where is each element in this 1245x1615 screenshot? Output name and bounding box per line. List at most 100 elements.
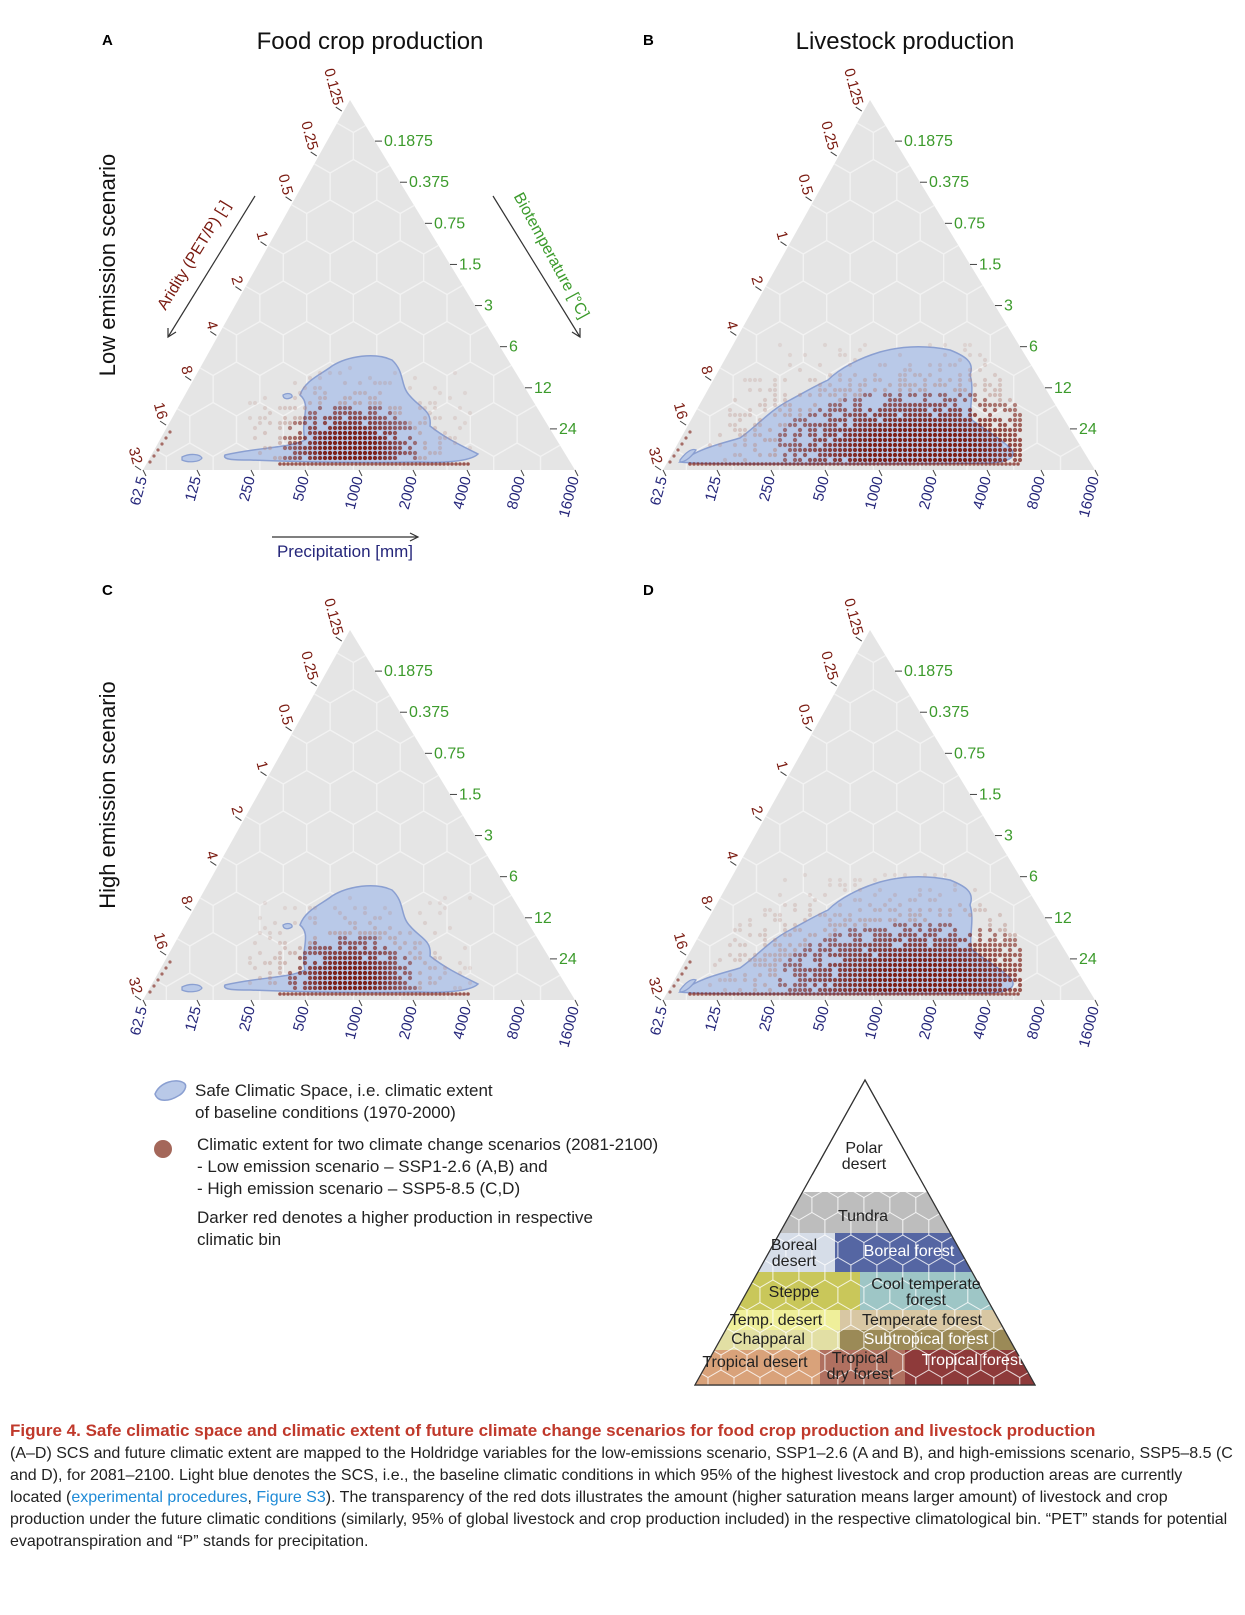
biome-label: Polar	[845, 1140, 883, 1157]
precipitation-ticks: 62.5 125 250 500 1000 2000 4000 8000 16000	[127, 469, 583, 520]
precipitation-tick-label: 1000	[862, 475, 887, 512]
figure-4: A B C D Food crop production Livestock p…	[95, 28, 1103, 1386]
biotemperature-tick-label: 3	[484, 828, 493, 845]
aridity-tick-label: 32	[125, 976, 146, 997]
aridity-tick-label: 1	[772, 759, 791, 771]
biome-label: dry forest	[827, 1366, 894, 1383]
aridity-tick-label: 0.125	[840, 66, 866, 107]
biome-label: Temperate forest	[862, 1312, 983, 1329]
precipitation-tick-label: 500	[290, 475, 313, 504]
aridity-tick-label: 16	[670, 931, 691, 952]
biotemperature-tick-label: 1.5	[979, 256, 1001, 273]
precipitation-tick-label: 62.5	[647, 1005, 671, 1038]
precipitation-tick-label: 500	[290, 1005, 313, 1034]
precipitation-ticks: 62.5 125 250 500 1000 2000 4000 8000 16000	[647, 999, 1103, 1050]
safe-climatic-space	[223, 885, 480, 994]
biotemperature-tick-label: 3	[1004, 828, 1013, 845]
biotemperature-tick-label: 0.75	[954, 215, 985, 232]
biome-label: Chapparal	[731, 1331, 805, 1348]
aridity-tick-label: 8	[697, 894, 716, 906]
biotemperature-tick-label: 0.375	[409, 704, 449, 721]
biotemperature-tick-label: 0.75	[954, 745, 985, 762]
precipitation-tick-label: 125	[182, 1005, 205, 1034]
precipitation-ticks: 62.5 125 250 500 1000 2000 4000 8000 16000	[647, 469, 1103, 519]
biome-band	[820, 1350, 905, 1385]
caption-body-2: ). The transparency of the red dots illu…	[10, 1489, 1228, 1550]
legend-future-line2: - Low emission scenario – SSP1-2.6 (A,B)…	[197, 1157, 548, 1176]
biome-band	[840, 1330, 1035, 1350]
legend-scs-line2: of baseline conditions (1970-2000)	[195, 1103, 456, 1122]
aridity-tick-label: 0.125	[320, 66, 346, 107]
precipitation-ticks: 62.5 125 250 500 1000 2000 4000 8000 16000	[127, 999, 583, 1049]
precipitation-tick-label: 250	[756, 1005, 779, 1034]
ternary-triangle	[663, 100, 1095, 470]
biotemperature-tick-label: 1.5	[459, 786, 481, 803]
precipitation-tick-label: 125	[702, 1005, 725, 1034]
biome-band	[840, 1310, 1035, 1330]
future-climatic-dots	[148, 895, 473, 996]
biotemperature-tick-label: 6	[509, 339, 518, 356]
biotemperature-tick-label: 0.375	[929, 174, 969, 191]
aridity-tick-label: 0.25	[817, 119, 841, 152]
precipitation-tick-label: 16000	[556, 475, 583, 520]
biome-band	[695, 1330, 840, 1350]
row-label-low: Low emission scenario	[95, 154, 120, 377]
aridity-tick-label: 0.125	[320, 596, 346, 637]
biotemperature-tick-label: 6	[509, 869, 518, 886]
ternary-triangle	[663, 630, 1095, 1000]
biome-label: desert	[842, 1156, 887, 1173]
precipitation-tick-label: 1000	[862, 1005, 887, 1042]
aridity-tick-label: 16	[150, 401, 171, 422]
biotemperature-ticks: 0.1875 0.375 0.75 1.5 3 6 12 24	[375, 133, 577, 438]
biome-band	[695, 1272, 860, 1310]
biotemperature-tick-label: 12	[1054, 910, 1072, 927]
scs-island	[181, 453, 203, 463]
aridity-tick-label: 0.5	[274, 172, 296, 197]
biotemperature-tick-label: 1.5	[979, 786, 1001, 803]
biome-label: Boreal forest	[864, 1243, 955, 1260]
biome-band	[695, 1310, 840, 1330]
precipitation-tick-label: 16000	[1076, 1005, 1103, 1050]
aridity-tick-label: 4	[722, 849, 741, 861]
aridity-tick-label: 0.5	[274, 702, 296, 727]
biotemperature-ticks: 0.1875 0.375 0.75 1.5 3 6 12 24	[895, 663, 1097, 968]
caption-title: Figure 4. Safe climatic space and climat…	[10, 1421, 1096, 1440]
biotemperature-tick-label: 6	[1029, 869, 1038, 886]
precipitation-tick-label: 62.5	[647, 475, 671, 508]
ternary-panel-d: 0.1250.250.5124816320.18750.3750.751.536…	[645, 596, 1103, 1050]
aridity-tick-label: 0.25	[817, 649, 841, 682]
biotemperature-tick-label: 24	[559, 421, 577, 438]
biotemperature-tick-label: 0.375	[929, 704, 969, 721]
precipitation-axis-label: Precipitation [mm]	[277, 542, 413, 561]
biome-label: Subtropical forest	[864, 1331, 989, 1348]
biotemperature-tick-label: 24	[1079, 951, 1097, 968]
biome-label: Boreal	[771, 1237, 817, 1254]
precipitation-tick-label: 62.5	[127, 1005, 151, 1038]
aridity-tick-label: 0.25	[297, 649, 321, 682]
aridity-tick-label: 2	[747, 274, 766, 286]
row-label-high: High emission scenario	[95, 681, 120, 908]
legend-scs-line1: Safe Climatic Space, i.e. climatic exten…	[195, 1081, 493, 1100]
aridity-ticks: 0.125 0.250.5 1 2 4 8 16 32	[645, 596, 866, 1001]
figure-caption: Figure 4. Safe climatic space and climat…	[10, 1420, 1235, 1553]
legend-darker-line1: Darker red denotes a higher production i…	[197, 1208, 593, 1227]
biome-label: Steppe	[769, 1284, 820, 1301]
legend-future-text: Climatic extent for two climate change s…	[197, 1134, 658, 1200]
biome-label: Cool temperate	[871, 1276, 980, 1293]
caption-link-experimental-procedures[interactable]: experimental procedures	[71, 1489, 248, 1506]
aridity-tick-label: 32	[645, 446, 666, 467]
precipitation-tick-label: 4000	[970, 475, 995, 512]
legend-future-line3: - High emission scenario – SSP5-8.5 (C,D…	[197, 1179, 521, 1198]
aridity-tick-label: 8	[177, 894, 196, 906]
biotemperature-tick-label: 6	[1029, 339, 1038, 356]
future-climatic-dots	[668, 872, 1023, 996]
biotemperature-tick-label: 12	[534, 380, 552, 397]
precipitation-tick-label: 4000	[450, 475, 475, 512]
precipitation-tick-label: 250	[756, 475, 779, 504]
caption-link-figure-s3[interactable]: Figure S3	[256, 1489, 326, 1506]
future-climatic-dots	[148, 365, 473, 466]
panel-letter-d: D	[643, 582, 654, 599]
aridity-tick-label: 2	[747, 804, 766, 816]
aridity-tick-label: 16	[150, 931, 171, 952]
